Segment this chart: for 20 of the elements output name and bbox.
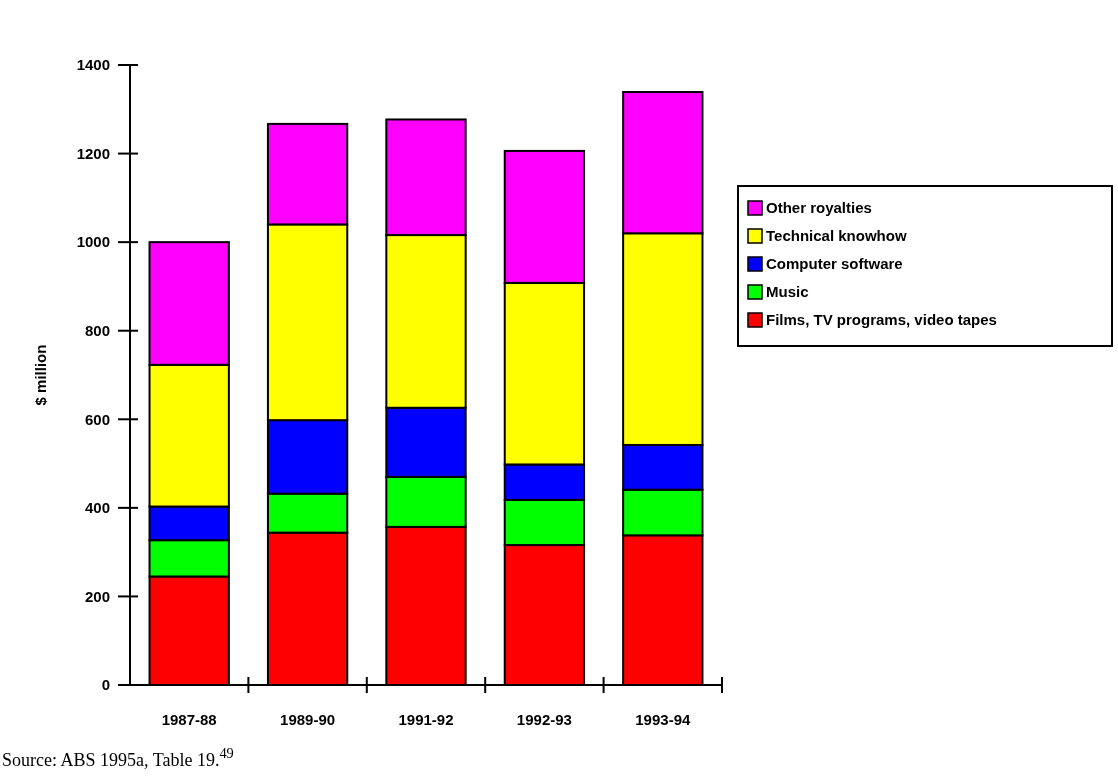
y-tick-label: 600 [84, 410, 110, 428]
legend-label: Other royalties [766, 199, 872, 217]
y-axis-title: $ million [32, 344, 49, 406]
x-tick-label: 1992-93 [516, 711, 572, 728]
y-tick-label: 1200 [76, 144, 110, 162]
legend-label: Technical knowhow [766, 227, 907, 245]
source-note: Source: ABS 1995a, Table 19.$^{49}$ [2, 745, 234, 770]
x-tick-label: 1991-92 [398, 711, 454, 728]
legend-label: Computer software [766, 255, 903, 273]
x-tick-label: 1989-90 [280, 711, 336, 728]
x-tick-label: 1993-94 [635, 711, 691, 728]
legend-label: Films, TV programs, video tapes [766, 311, 997, 329]
y-tick-label: 1400 [76, 56, 110, 74]
y-tick-label: 1000 [76, 233, 110, 251]
y-tick-label: 0 [101, 676, 110, 694]
y-tick-label: 800 [84, 321, 110, 339]
x-tick-label: 1987-88 [161, 711, 217, 728]
y-tick-label: 200 [84, 587, 110, 605]
y-tick-label: 400 [84, 499, 110, 517]
legend-label: Music [766, 283, 809, 301]
